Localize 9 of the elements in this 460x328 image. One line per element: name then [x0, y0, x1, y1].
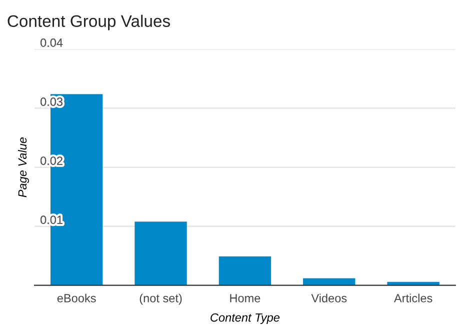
x-tick-label: (not set): [140, 294, 182, 305]
x-tick-label: eBooks: [57, 294, 96, 302]
x-tick-label: Home: [230, 294, 260, 302]
x-tick-label: Articles: [394, 294, 432, 302]
y-axis-title: Page Value: [18, 137, 29, 198]
chart-title: Content Group Values: [8, 14, 170, 30]
y-tick-label: 0.04: [40, 38, 63, 47]
x-tick-label: Videos: [311, 294, 347, 302]
x-axis-title: Content Type: [210, 313, 280, 324]
